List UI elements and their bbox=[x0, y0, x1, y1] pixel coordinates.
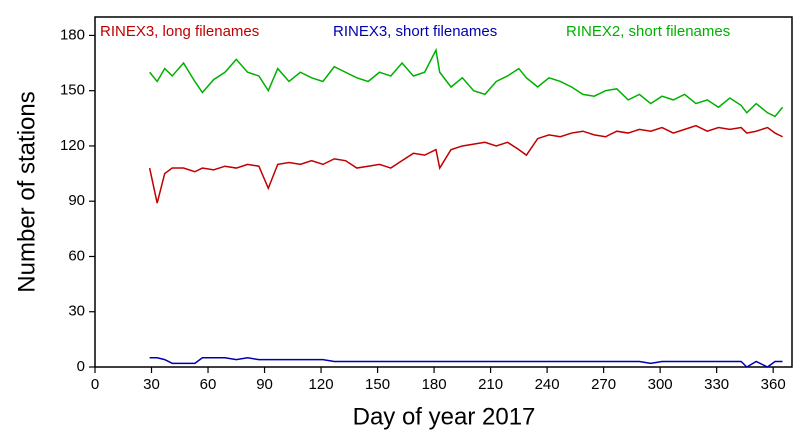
x-tick-label: 180 bbox=[422, 376, 447, 393]
x-tick-label: 90 bbox=[256, 376, 273, 393]
series-line bbox=[148, 124, 783, 204]
y-tick-label: 150 bbox=[60, 82, 85, 99]
x-tick-label: 330 bbox=[704, 376, 729, 393]
x-tick-label: 360 bbox=[761, 376, 786, 393]
y-axis-label: Number of stations bbox=[13, 91, 40, 292]
x-tick-label: 240 bbox=[535, 376, 560, 393]
y-tick-label: 0 bbox=[77, 358, 85, 375]
y-tick-label: 60 bbox=[68, 247, 85, 264]
legend-label: RINEX3, short filenames bbox=[333, 23, 497, 40]
y-tick-label: 120 bbox=[60, 137, 85, 154]
series-line bbox=[149, 47, 784, 118]
x-tick-label: 270 bbox=[591, 376, 616, 393]
x-tick-label: 0 bbox=[91, 376, 99, 393]
plot-frame bbox=[94, 16, 793, 368]
series-line bbox=[149, 357, 783, 368]
x-tick-label: 210 bbox=[478, 376, 503, 393]
x-tick-label: 30 bbox=[143, 376, 160, 393]
y-tick-label: 30 bbox=[68, 303, 85, 320]
legend-label: RINEX2, short filenames bbox=[566, 23, 730, 40]
x-tick-label: 300 bbox=[648, 376, 673, 393]
y-tick-label: 180 bbox=[60, 26, 85, 43]
legend-label: RINEX3, long filenames bbox=[100, 23, 259, 40]
x-axis-label: Day of year 2017 bbox=[353, 403, 536, 430]
x-tick-label: 120 bbox=[309, 376, 334, 393]
y-tick-label: 90 bbox=[68, 192, 85, 209]
x-tick-label: 60 bbox=[200, 376, 217, 393]
x-tick-label: 150 bbox=[365, 376, 390, 393]
